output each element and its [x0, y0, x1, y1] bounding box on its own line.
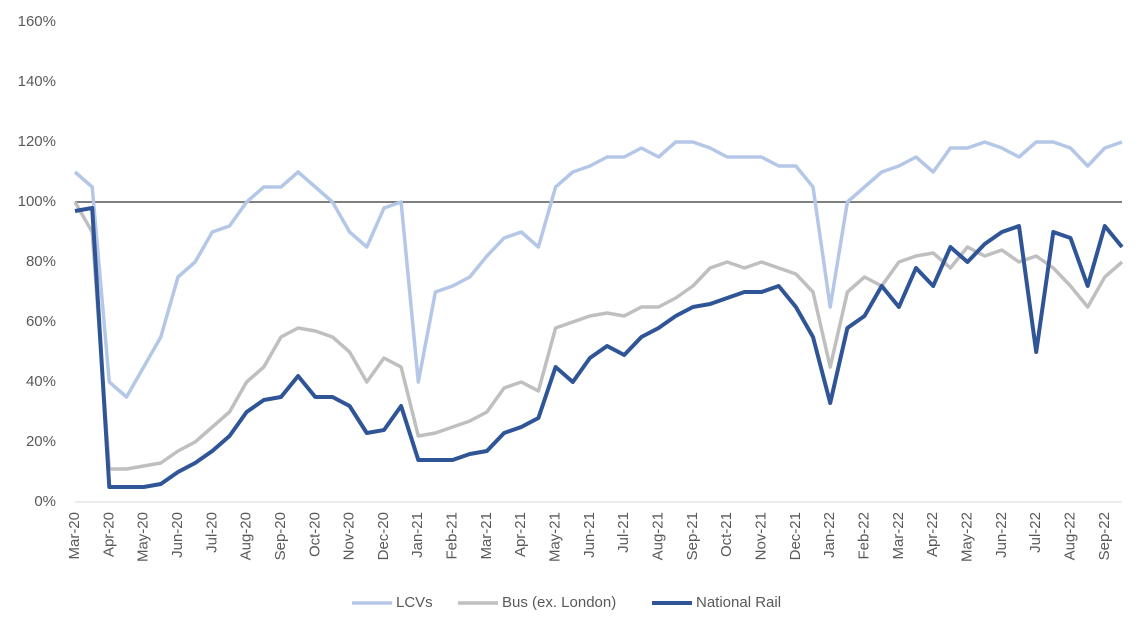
x-tick-label: Jul-22	[1027, 512, 1044, 553]
y-tick-label: 160%	[18, 13, 56, 30]
y-tick-label: 0%	[34, 493, 56, 510]
series-line	[73, 201, 1124, 471]
y-tick-label: 40%	[26, 373, 56, 390]
legend-label: LCVs	[396, 594, 433, 611]
x-tick-label: Dec-21	[787, 512, 804, 560]
x-tick-label: Feb-22	[856, 512, 873, 560]
y-tick-label: 60%	[26, 313, 56, 330]
legend-label: National Rail	[696, 594, 781, 611]
x-tick-label: Oct-21	[718, 512, 735, 557]
x-tick-label: Jan-22	[821, 512, 838, 558]
x-tick-label: Jun-21	[581, 512, 598, 558]
x-tick-label: Nov-20	[341, 512, 358, 560]
x-tick-label: Jun-22	[993, 512, 1010, 558]
x-tick-label: Sep-22	[1096, 512, 1113, 560]
y-tick-label: 120%	[18, 133, 56, 150]
x-tick-label: Jul-20	[203, 512, 220, 553]
x-tick-label: Aug-21	[650, 512, 667, 560]
x-tick-label: May-21	[547, 512, 564, 562]
y-tick-label: 100%	[18, 193, 56, 210]
x-tick-label: Oct-20	[306, 512, 323, 557]
x-tick-label: Apr-22	[924, 512, 941, 557]
x-tick-label: Mar-21	[478, 512, 495, 560]
x-tick-label: Sep-21	[684, 512, 701, 560]
series-line	[73, 140, 1123, 399]
y-tick-label: 20%	[26, 433, 56, 450]
x-tick-label: Sep-20	[272, 512, 289, 560]
x-tick-label: Dec-20	[375, 512, 392, 560]
x-tick-label: Mar-20	[66, 512, 83, 560]
x-tick-label: Apr-21	[512, 512, 529, 557]
x-tick-label: Apr-20	[100, 512, 117, 557]
x-tick-label: Jun-20	[169, 512, 186, 558]
y-tick-label: 80%	[26, 253, 56, 270]
x-tick-label: Feb-21	[444, 512, 461, 560]
x-tick-label: May-22	[958, 512, 975, 562]
x-tick-label: Mar-22	[890, 512, 907, 560]
series-line	[74, 206, 1124, 489]
x-tick-label: Aug-22	[1061, 512, 1078, 560]
legend-label: Bus (ex. London)	[502, 594, 616, 611]
x-tick-label: Nov-21	[753, 512, 770, 560]
x-tick-label: Jan-21	[409, 512, 426, 558]
x-tick-label: Aug-20	[238, 512, 255, 560]
y-tick-label: 140%	[18, 73, 56, 90]
x-tick-label: Jul-21	[615, 512, 632, 553]
x-tick-label: May-20	[135, 512, 152, 562]
